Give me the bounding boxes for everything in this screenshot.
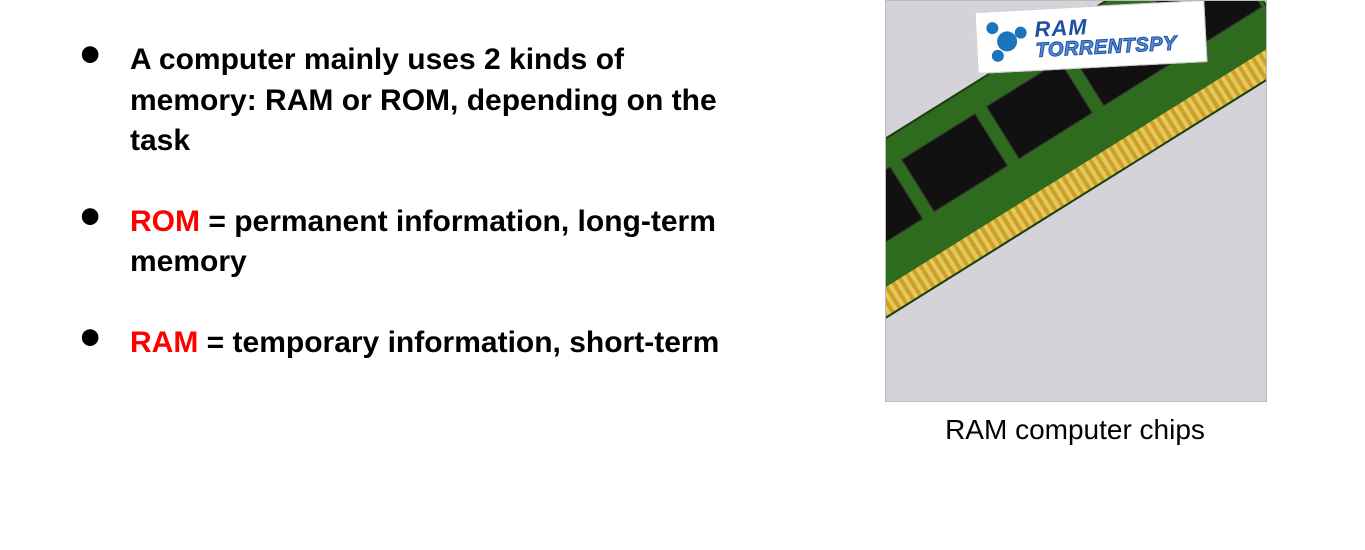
memory-chip-icon <box>901 113 1008 212</box>
bullet-text-after: = temporary information, short-term <box>198 326 719 359</box>
figure: RAM TORRENTSPY RAM computer chips <box>885 0 1285 446</box>
bullet-text-after: = permanent information, long-term memor… <box>130 205 716 279</box>
bullet-item: ROM = permanent information, long-term m… <box>80 202 720 283</box>
bullet-list-container: A computer mainly uses 2 kinds of memory… <box>80 40 720 403</box>
bullet-highlight: RAM <box>130 326 198 359</box>
bullet-list: A computer mainly uses 2 kinds of memory… <box>80 40 720 363</box>
memory-chip-icon <box>1166 326 1267 402</box>
memory-chip-icon <box>1081 273 1188 372</box>
ram-image: RAM TORRENTSPY <box>885 0 1267 402</box>
bullet-item: A computer mainly uses 2 kinds of memory… <box>80 40 720 162</box>
brand-sticker: RAM TORRENTSPY <box>975 0 1208 74</box>
sticker-text: RAM TORRENTSPY <box>1034 12 1177 61</box>
bullet-text-after: A computer mainly uses 2 kinds of memory… <box>130 43 717 157</box>
torrentspy-logo-icon <box>986 20 1028 62</box>
memory-chip-icon <box>986 60 1093 159</box>
figure-caption: RAM computer chips <box>885 414 1265 446</box>
bullet-item: RAM = temporary information, short-term <box>80 323 720 364</box>
bullet-highlight: ROM <box>130 205 200 238</box>
slide: A computer mainly uses 2 kinds of memory… <box>0 0 1365 550</box>
